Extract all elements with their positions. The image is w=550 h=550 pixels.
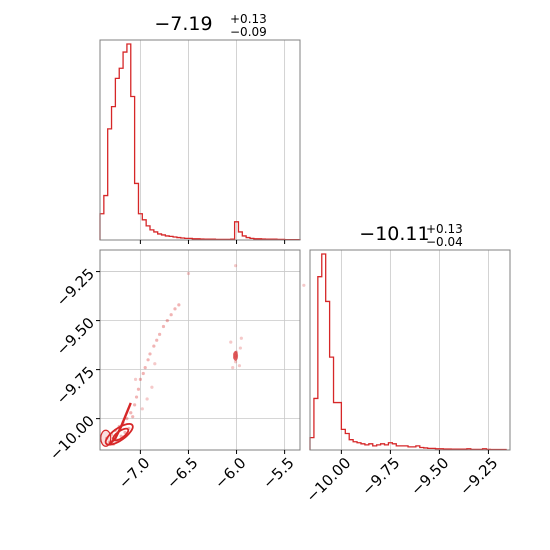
y-tick-label: −9.25 — [53, 265, 98, 310]
sample-point — [161, 324, 166, 329]
sample-point — [150, 385, 154, 389]
sample-point — [133, 377, 138, 382]
sample-point — [231, 366, 235, 370]
sample-point — [136, 387, 141, 391]
sample-point — [129, 411, 133, 415]
contour-inner — [112, 427, 130, 442]
title-lower-error: −0.09 — [230, 25, 267, 39]
density-contours — [100, 402, 134, 447]
sample-point — [158, 332, 162, 336]
x-tick-label: −9.50 — [407, 454, 452, 499]
sample-point — [177, 303, 181, 307]
histogram-step-line — [99, 43, 301, 241]
x-axis: −10.00 −9.75 −9.50 −9.25 — [302, 450, 502, 506]
panel-title-param-1: −7.19 +0.13 −0.09 — [154, 8, 272, 39]
sample-point — [141, 371, 145, 376]
axes-frame — [99, 39, 301, 241]
histogram-step-line — [309, 253, 507, 451]
y-tick-label: −9.75 — [53, 363, 98, 408]
title-median: −7.19 — [154, 13, 212, 35]
sample-point — [233, 264, 238, 268]
x-tick-label: −7.0 — [115, 454, 153, 492]
x-tick-label: −6.5 — [163, 454, 201, 492]
grid-lines — [340, 250, 489, 450]
axes-frame — [99, 249, 301, 451]
sample-point — [146, 358, 150, 362]
sample-point — [233, 360, 238, 364]
density-peak — [233, 350, 239, 361]
sample-point — [186, 271, 191, 276]
sample-point — [140, 407, 144, 411]
x-tick-label: −5.5 — [259, 454, 297, 492]
contour-edge — [100, 429, 112, 447]
sample-point — [229, 340, 233, 344]
sample-point — [239, 336, 243, 340]
x-tick-label: −9.75 — [358, 454, 403, 499]
title-upper-error: +0.13 — [426, 222, 463, 236]
sample-point — [134, 395, 139, 399]
sample-point — [125, 417, 129, 421]
sample-point — [143, 366, 147, 370]
x-tick-label: −9.25 — [456, 454, 501, 499]
y-tick-label: −10.00 — [46, 412, 98, 464]
y-tick-label: −9.50 — [53, 314, 98, 359]
marginal-histogram-param-2: −10.00 −9.75 −9.50 −9.25 −10.11 +0.13 −0.04 — [302, 218, 511, 506]
title-lower-error: −0.04 — [426, 235, 463, 249]
sample-point — [138, 377, 142, 382]
axes-frame — [309, 249, 511, 451]
grid-lines — [100, 250, 300, 450]
x-tick-label: −6.0 — [211, 454, 249, 492]
x-axis: −7.0 −6.5 −6.0 −5.5 — [115, 450, 298, 492]
sample-point — [133, 403, 137, 407]
sample-point — [173, 307, 177, 311]
joint-scatter-panel: −7.0 −6.5 −6.0 −5.5 −10.00−9.75−9.50−9.25 — [46, 249, 306, 492]
title-upper-error: +0.13 — [230, 12, 267, 26]
sample-point — [131, 415, 135, 419]
sample-point — [302, 283, 306, 287]
grid-lines — [139, 40, 286, 240]
sample-point — [148, 352, 152, 356]
sample-point — [237, 364, 242, 368]
sample-point — [152, 344, 156, 348]
sample-point — [145, 397, 149, 401]
sample-point — [169, 313, 173, 317]
sample-point — [123, 430, 127, 434]
sample-point — [153, 362, 157, 366]
marginal-histogram-param-1: −7.19 +0.13 −0.09 — [99, 8, 301, 244]
x-tick-label: −10.00 — [302, 454, 354, 506]
y-axis: −10.00−9.75−9.50−9.25 — [46, 265, 100, 464]
sample-point — [165, 318, 169, 323]
contour-outer — [104, 423, 134, 446]
sample-point — [238, 346, 242, 350]
sample-point — [155, 338, 159, 342]
x-tick-marks — [139, 240, 286, 244]
panel-title-param-2: −10.11 +0.13 −0.04 — [359, 218, 468, 249]
title-median: −10.11 — [359, 223, 429, 245]
